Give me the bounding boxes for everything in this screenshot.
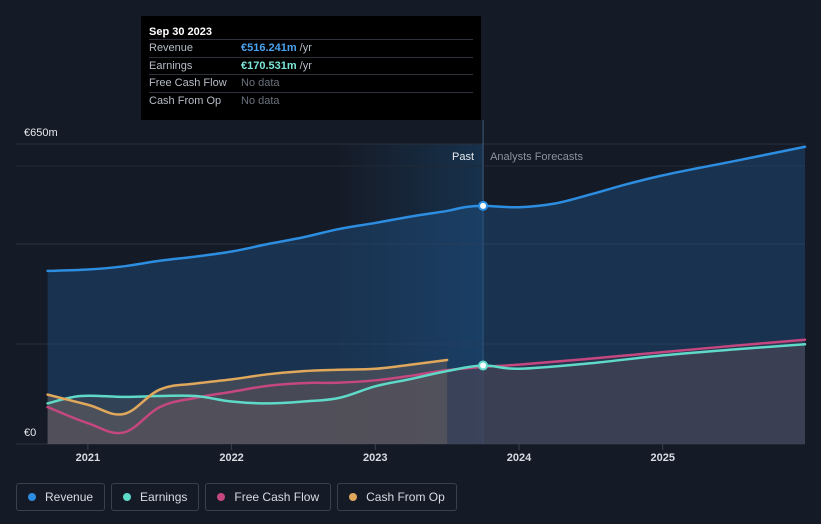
legend-label: Free Cash Flow — [234, 490, 320, 504]
legend-label: Earnings — [140, 490, 188, 504]
legend-dot-icon — [349, 493, 358, 501]
y-axis-label-min: €0 — [24, 427, 36, 439]
series-area-2 — [47, 339, 805, 444]
x-tick-label: 2022 — [219, 452, 243, 464]
tooltip-unit: /yr — [299, 59, 312, 72]
legend-item-cash-from-op[interactable]: Cash From Op — [337, 483, 457, 511]
series-line-0 — [46, 145, 807, 273]
legend-dot-icon — [28, 493, 36, 501]
tooltip-label: Earnings — [149, 59, 193, 72]
tooltip-label: Revenue — [149, 42, 194, 54]
legend-item-revenue[interactable]: Revenue — [16, 483, 106, 511]
tooltip-label: Free Cash Flow — [149, 77, 227, 89]
legend-dot-icon — [123, 493, 132, 501]
tooltip-label: Cash From Op — [149, 94, 222, 107]
past-label: Past — [452, 151, 474, 163]
tooltip-row-earnings: Earnings €170.531m /yr — [149, 58, 473, 75]
tooltip-row-free-cash-flow: Free Cash Flow No data — [149, 75, 473, 93]
series-line-3 — [46, 358, 449, 416]
legend-label: Cash From Op — [366, 490, 445, 504]
legend-label: Revenue — [45, 490, 94, 504]
legend-item-free-cash-flow[interactable]: Free Cash Flow — [205, 483, 332, 511]
tooltip-unit: /yr — [299, 42, 312, 54]
tooltip-value: €170.531m — [241, 59, 297, 72]
tooltip-value: €516.241m — [241, 42, 297, 54]
y-axis-label-max: €650m — [24, 127, 58, 139]
x-tick-label: 2025 — [650, 452, 674, 464]
series-marker-1 — [478, 360, 489, 371]
series-line-1 — [46, 343, 807, 405]
series-area-1 — [47, 344, 805, 444]
x-tick-label: 2024 — [507, 452, 532, 464]
tooltip-row-revenue: Revenue €516.241m /yr — [149, 40, 473, 58]
series-line-2 — [46, 338, 807, 435]
tooltip-date: Sep 30 2023 — [149, 24, 473, 40]
legend-item-earnings[interactable]: Earnings — [111, 483, 200, 511]
x-tick-label: 2023 — [363, 452, 387, 464]
chart-legend: Revenue Earnings Free Cash Flow Cash Fro… — [16, 483, 457, 511]
x-tick-label: 2021 — [76, 452, 100, 464]
tooltip-value: No data — [241, 94, 280, 107]
series-marker-0 — [478, 200, 489, 211]
tooltip-row-cash-from-op: Cash From Op No data — [149, 93, 473, 111]
legend-dot-icon — [217, 493, 226, 501]
forecast-label: Analysts Forecasts — [490, 151, 583, 163]
tooltip: Sep 30 2023 Revenue €516.241m /yr Earnin… — [141, 16, 481, 120]
tooltip-value: No data — [241, 77, 280, 89]
